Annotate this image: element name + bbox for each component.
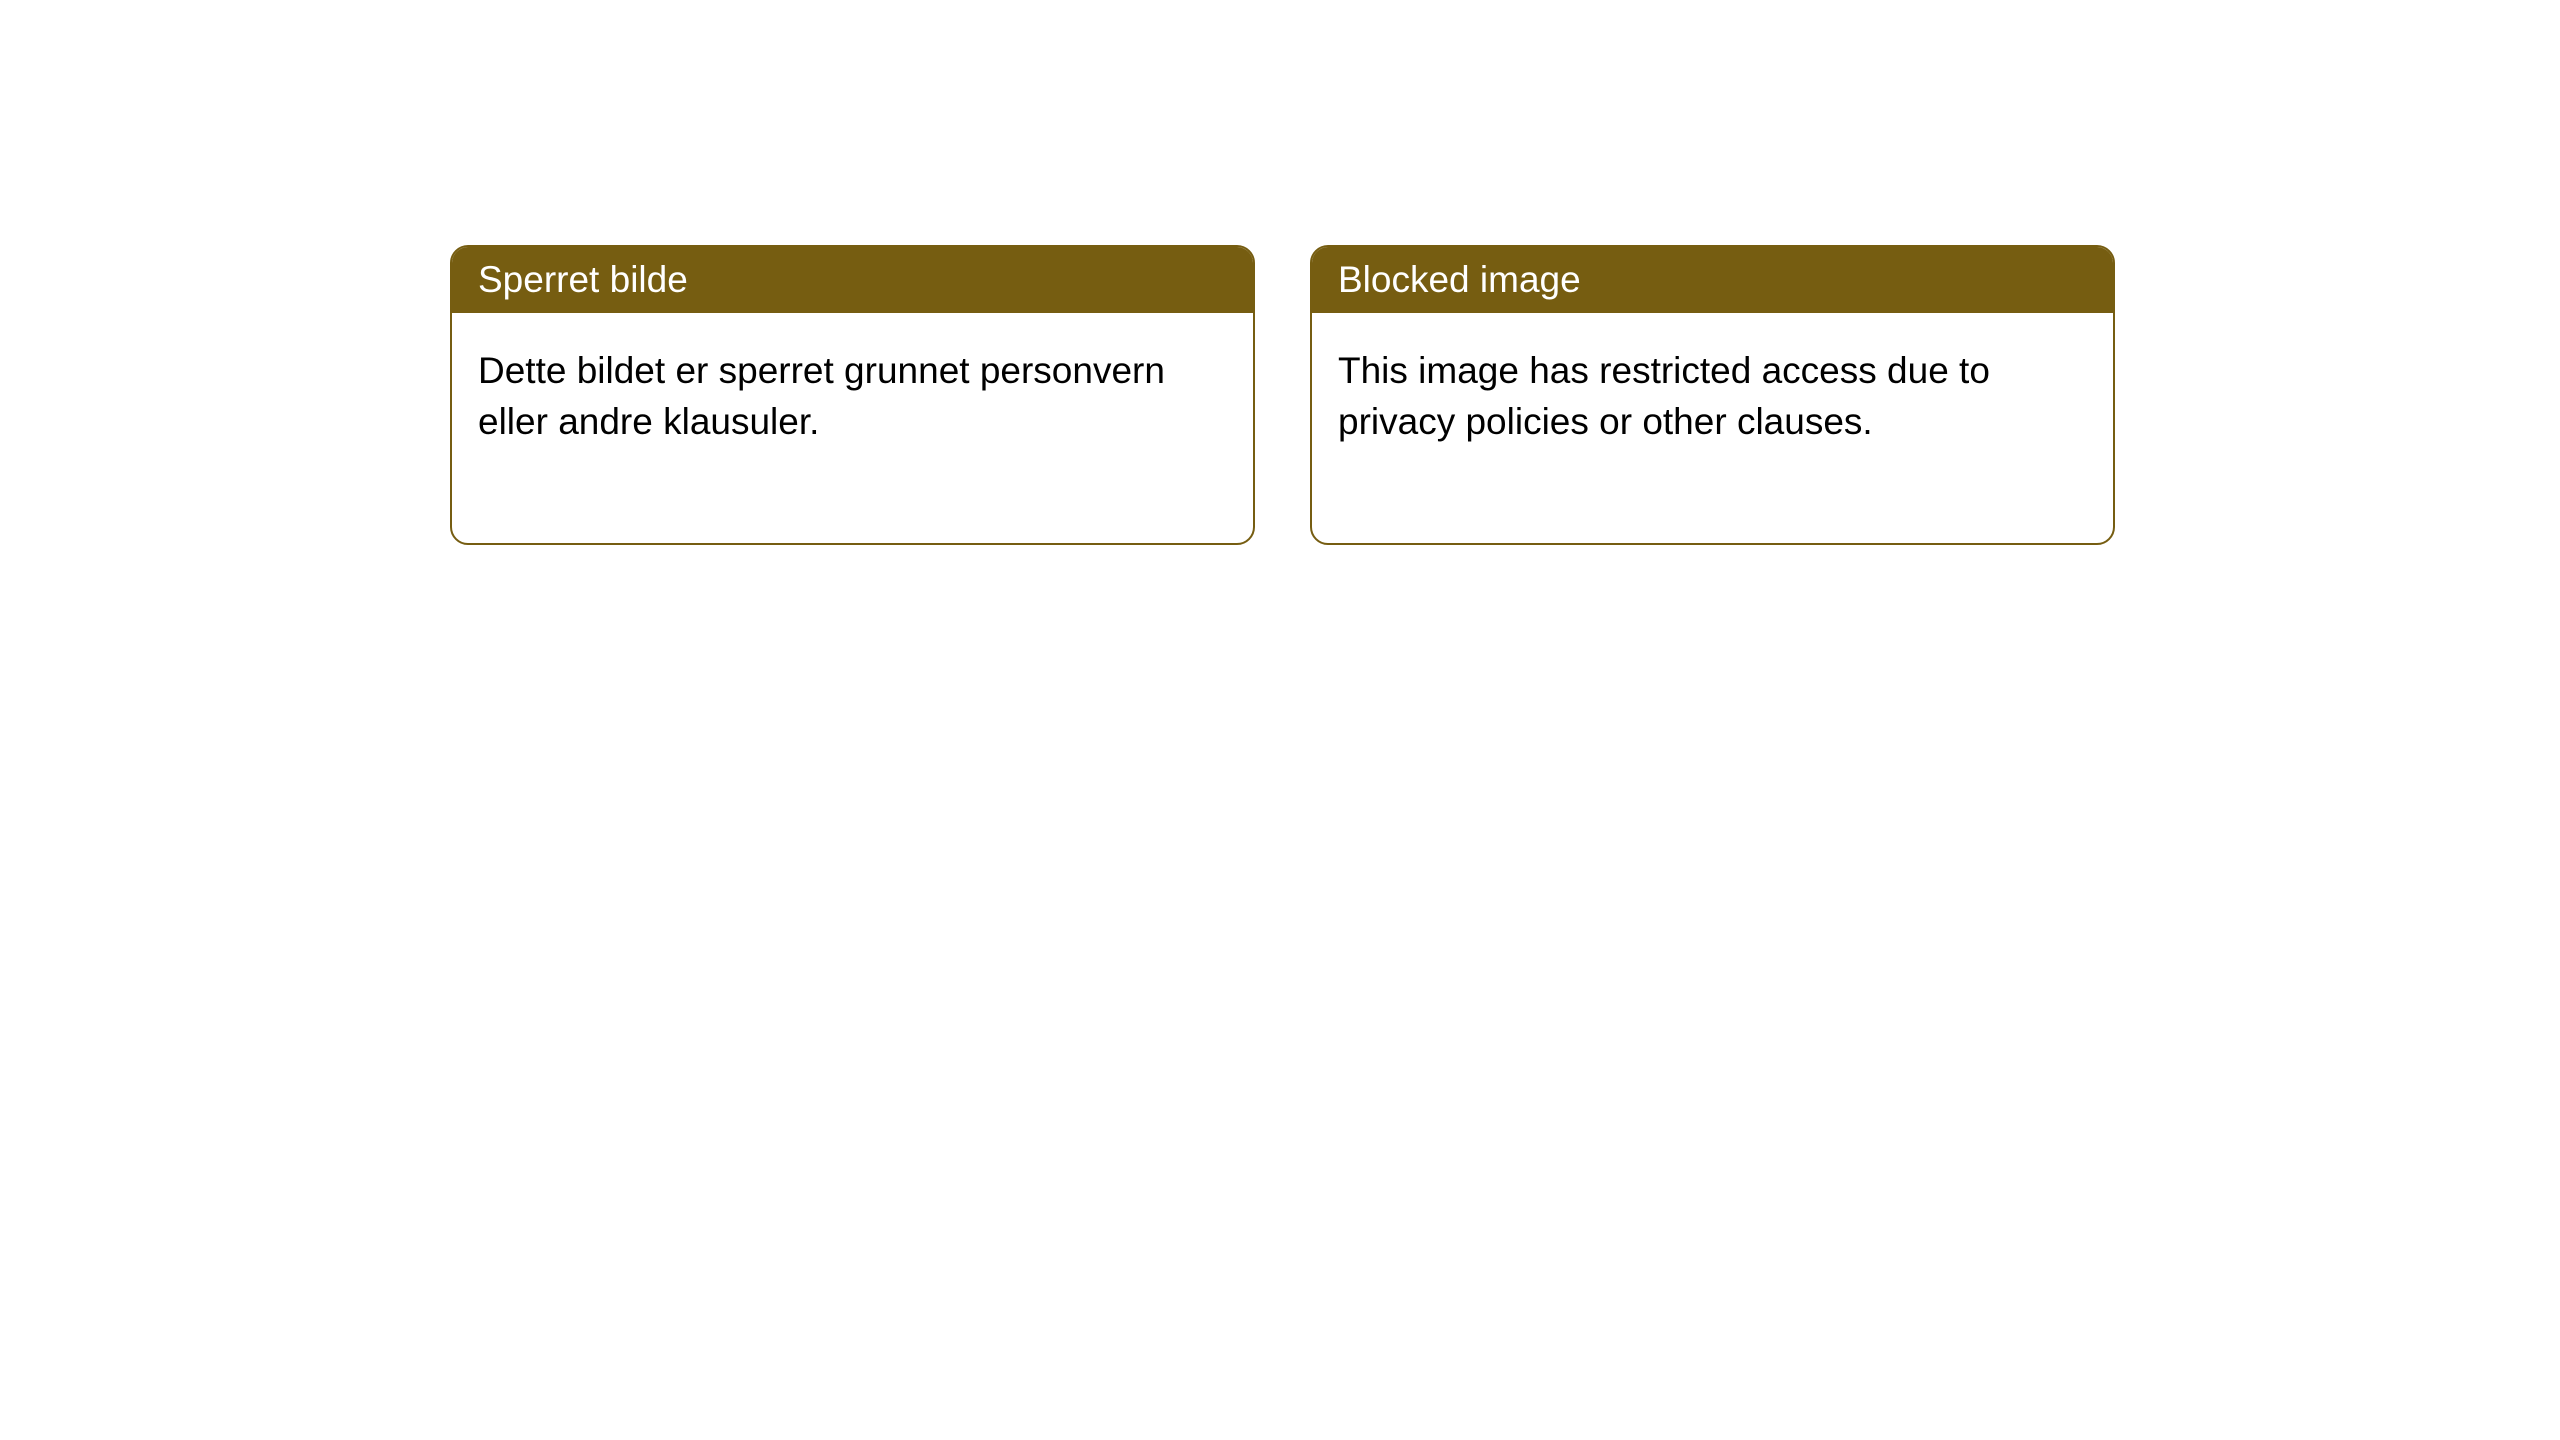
notice-cards-container: Sperret bilde Dette bildet er sperret gr… [450,245,2115,545]
notice-card-english: Blocked image This image has restricted … [1310,245,2115,545]
card-body: Dette bildet er sperret grunnet personve… [452,313,1253,543]
card-header: Blocked image [1312,247,2113,313]
notice-card-norwegian: Sperret bilde Dette bildet er sperret gr… [450,245,1255,545]
card-body: This image has restricted access due to … [1312,313,2113,543]
card-header: Sperret bilde [452,247,1253,313]
